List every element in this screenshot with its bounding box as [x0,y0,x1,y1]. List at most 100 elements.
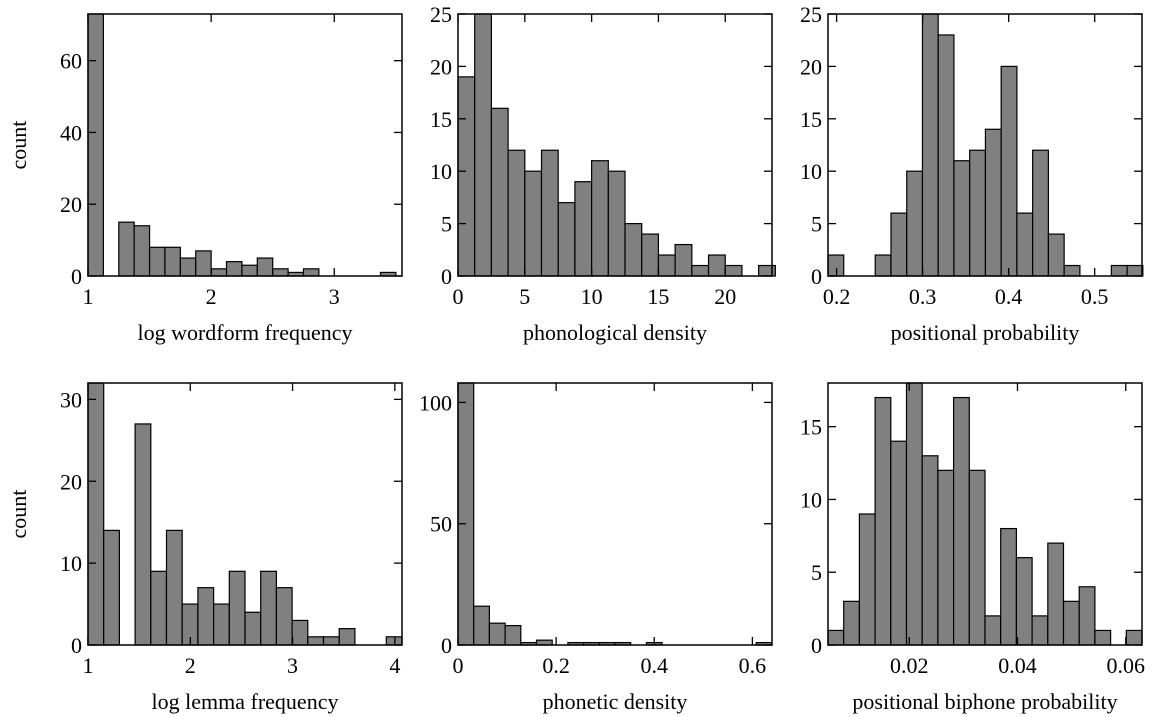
histogram-panel-3: 0.2 0.3 0.4 0.5 0 5 10 15 20 25 positional probabi… [800,2,1144,345]
y-tick-label: 25 [800,2,822,27]
x-tick-label: 2 [185,653,196,678]
histogram-bar [843,600,861,646]
histogram-bar [968,469,986,646]
x-tick-label: 10 [581,284,603,309]
x-tick-label: 0.3 [909,284,937,309]
histogram-bar [490,107,509,277]
y-tick-label: 15 [800,107,822,132]
histogram-bar [1063,264,1081,277]
histogram-bar [133,225,151,277]
histogram-bar [953,160,971,277]
histogram-bar [674,243,693,277]
histogram-bar [307,636,325,646]
histogram-panel-5: 0 0.2 0.4 0.6 0 50 100 phonetic density [419,382,773,714]
x-tick-label: 0.4 [641,653,669,678]
histogram-bar [338,628,356,646]
histogram-bar [272,268,289,277]
histogram-bar [504,624,522,646]
histogram-bar [118,221,135,277]
plot-frame [457,382,773,646]
histogram-bar [256,257,274,277]
plot-frame [87,382,403,646]
x-axis-label: phonetic density [543,689,688,714]
histogram-bar [150,570,168,646]
histogram-panel-2: 0 5 10 15 20 0 5 10 15 20 25 phonological density [430,2,776,345]
x-tick-label: 0.2 [542,653,570,678]
histogram-bar [724,264,743,277]
x-tick-label: 1 [83,284,94,309]
x-tick-label: 0 [453,653,464,678]
histogram-bar [607,170,626,277]
x-tick-label: 0.02 [890,653,929,678]
histogram-bar [624,223,643,277]
y-tick-label: 10 [800,159,822,184]
histogram-bar [507,149,526,277]
x-axis-label: log wordform frequency [137,320,352,345]
histogram-panel-1: 1 2 3 0 20 40 60 log wordform frequency count [6,13,403,345]
x-tick-label: 3 [287,653,298,678]
histogram-bar [1015,557,1033,646]
plot-frame [827,382,1143,646]
histogram-bar [641,233,660,277]
x-axis-label: log lemma frequency [152,689,339,714]
x-tick-label: 4 [389,653,400,678]
histogram-bar [291,619,309,646]
plot-frame [827,13,1143,277]
histogram-bar [457,76,476,277]
y-axis-label: count [6,121,31,170]
y-tick-label: 25 [430,2,452,27]
histogram-bar [890,440,908,646]
y-tick-label: 15 [430,107,452,132]
histogram-bar [1062,600,1080,646]
y-tick-label: 0 [71,633,82,658]
histogram-bar [228,570,246,646]
y-tick-label: 30 [60,387,82,412]
histogram-bar [1078,586,1096,646]
histogram-bar [134,423,152,646]
histogram-bar [890,212,908,277]
histogram-bar [657,254,676,277]
histogram-bar [874,396,892,646]
y-tick-label: 20 [60,469,82,494]
y-tick-label: 50 [430,512,452,537]
plot-frame [87,13,403,277]
histogram-panel-4: 1 2 3 4 0 10 20 30 log lemma frequency count [6,382,403,714]
y-tick-label: 10 [60,551,82,576]
histogram-bar [164,246,181,277]
x-tick-label: 0.4 [995,284,1023,309]
histogram-bar [322,636,340,646]
histogram-bar [937,34,955,277]
histogram-bar [1031,615,1049,646]
histogram-bar [148,246,166,277]
x-tick-label: 0.04 [998,653,1037,678]
histogram-bar [858,513,876,646]
y-tick-label: 20 [430,54,452,79]
histogram-bar [574,181,593,277]
x-tick-label: 0.06 [1107,653,1146,678]
x-tick-label: 1 [83,653,94,678]
histogram-bar [984,615,1002,646]
y-tick-label: 5 [441,212,452,237]
histogram-bar [197,587,215,646]
x-tick-label: 2 [206,284,217,309]
histogram-bar [225,261,243,277]
histogram-bar [540,149,559,277]
histogram-bar [244,611,262,646]
y-tick-label: 10 [800,487,822,512]
histogram-bar [707,254,726,277]
histogram-panel-6: 0.02 0.04 0.06 0 5 10 15 positional biphone pro… [800,382,1146,714]
x-tick-label: 0.6 [739,653,767,678]
histogram-bar [103,529,120,646]
histogram-bar [241,264,258,277]
y-tick-label: 0 [811,633,822,658]
histogram-bar [302,268,320,277]
y-tick-label: 5 [811,560,822,585]
histogram-bar [905,382,923,646]
histogram-bar [1016,212,1034,277]
x-axis-label: phonological density [523,320,707,345]
y-axis-label: count [6,490,31,539]
y-tick-label: 10 [430,159,452,184]
histogram-bar [87,13,104,277]
histogram-bar [1110,264,1128,277]
histogram-bar [474,13,493,277]
